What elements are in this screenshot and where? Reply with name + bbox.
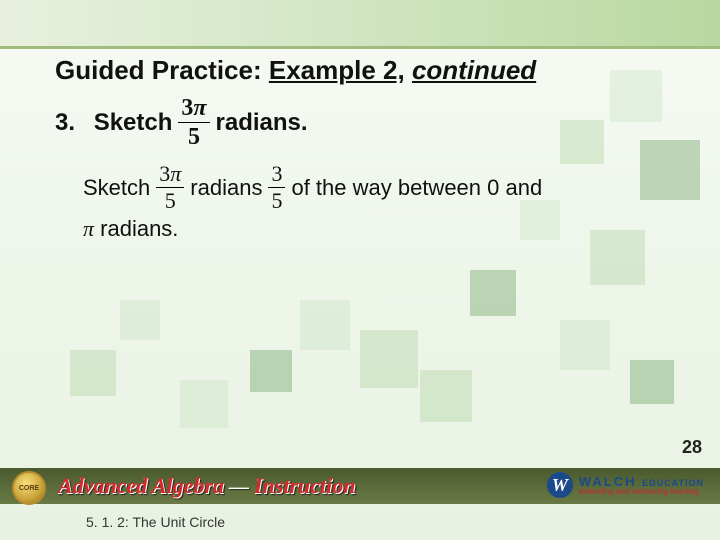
- frac1-den: 5: [162, 188, 179, 212]
- top-banner: [0, 0, 720, 46]
- fraction-3pi-over-5-b: 3π 5: [156, 163, 184, 212]
- problem-line: 3. Sketch 3π 5 radians.: [55, 96, 680, 149]
- explain-radians: radians: [190, 175, 262, 201]
- seal-text: CORE: [19, 485, 39, 492]
- frac1-pi: π: [170, 161, 181, 186]
- content-area: Guided Practice: Example 2, continued 3.…: [55, 55, 680, 242]
- title-example: Example 2,: [269, 55, 405, 85]
- slide-title: Guided Practice: Example 2, continued: [55, 55, 680, 86]
- walch-logo-icon: W: [547, 472, 573, 498]
- brand-advanced: Advanced Algebra: [58, 473, 224, 498]
- pi-symbol: π: [193, 95, 206, 121]
- explain-t2: of the way between 0 and: [291, 175, 542, 201]
- frac2-num: 3: [268, 163, 285, 188]
- title-continued: continued: [412, 55, 536, 85]
- frac-den-5: 5: [185, 123, 203, 149]
- problem-lead: Sketch: [94, 109, 173, 137]
- pi-symbol-2: π: [83, 216, 94, 241]
- explanation-line-2: π radians.: [83, 216, 680, 242]
- walch-edu: EDUCATION: [642, 478, 704, 488]
- footer-sub: 5. 1. 2: The Unit Circle: [0, 504, 720, 540]
- common-core-seal-icon: CORE: [12, 471, 46, 505]
- brand-instruction: Instruction: [254, 473, 356, 498]
- section-reference: 5. 1. 2: The Unit Circle: [86, 514, 225, 530]
- footer: CORE Advanced Algebra — Instruction W WA…: [0, 468, 720, 540]
- slide: Guided Practice: Example 2, continued 3.…: [0, 0, 720, 540]
- walch-initial: W: [552, 475, 568, 496]
- fraction-3-over-5: 3 5: [268, 163, 285, 212]
- walch-tagline: extending and enhancing learning: [579, 488, 704, 496]
- problem-tail: radians.: [216, 109, 308, 137]
- problem-number: 3.: [55, 109, 75, 137]
- explain-sketch: Sketch: [83, 175, 150, 201]
- title-prefix: Guided Practice:: [55, 55, 262, 85]
- fraction-3pi-over-5: 3π 5: [178, 96, 209, 149]
- brand-dash: —: [224, 476, 254, 498]
- walch-logo-block: W WALCH EDUCATION extending and enhancin…: [547, 472, 704, 498]
- frac-num-3: 3: [181, 95, 193, 121]
- brand-title: Advanced Algebra — Instruction: [58, 473, 356, 499]
- explanation-line-1: Sketch 3π 5 radians 3 5 of the way betwe…: [83, 163, 680, 212]
- page-number: 28: [682, 437, 702, 458]
- walch-text: WALCH EDUCATION extending and enhancing …: [579, 475, 704, 496]
- explain-t3: radians.: [94, 216, 178, 241]
- footer-bar: CORE Advanced Algebra — Instruction W WA…: [0, 468, 720, 504]
- frac1-num: 3: [159, 161, 170, 186]
- frac2-den: 5: [268, 188, 285, 212]
